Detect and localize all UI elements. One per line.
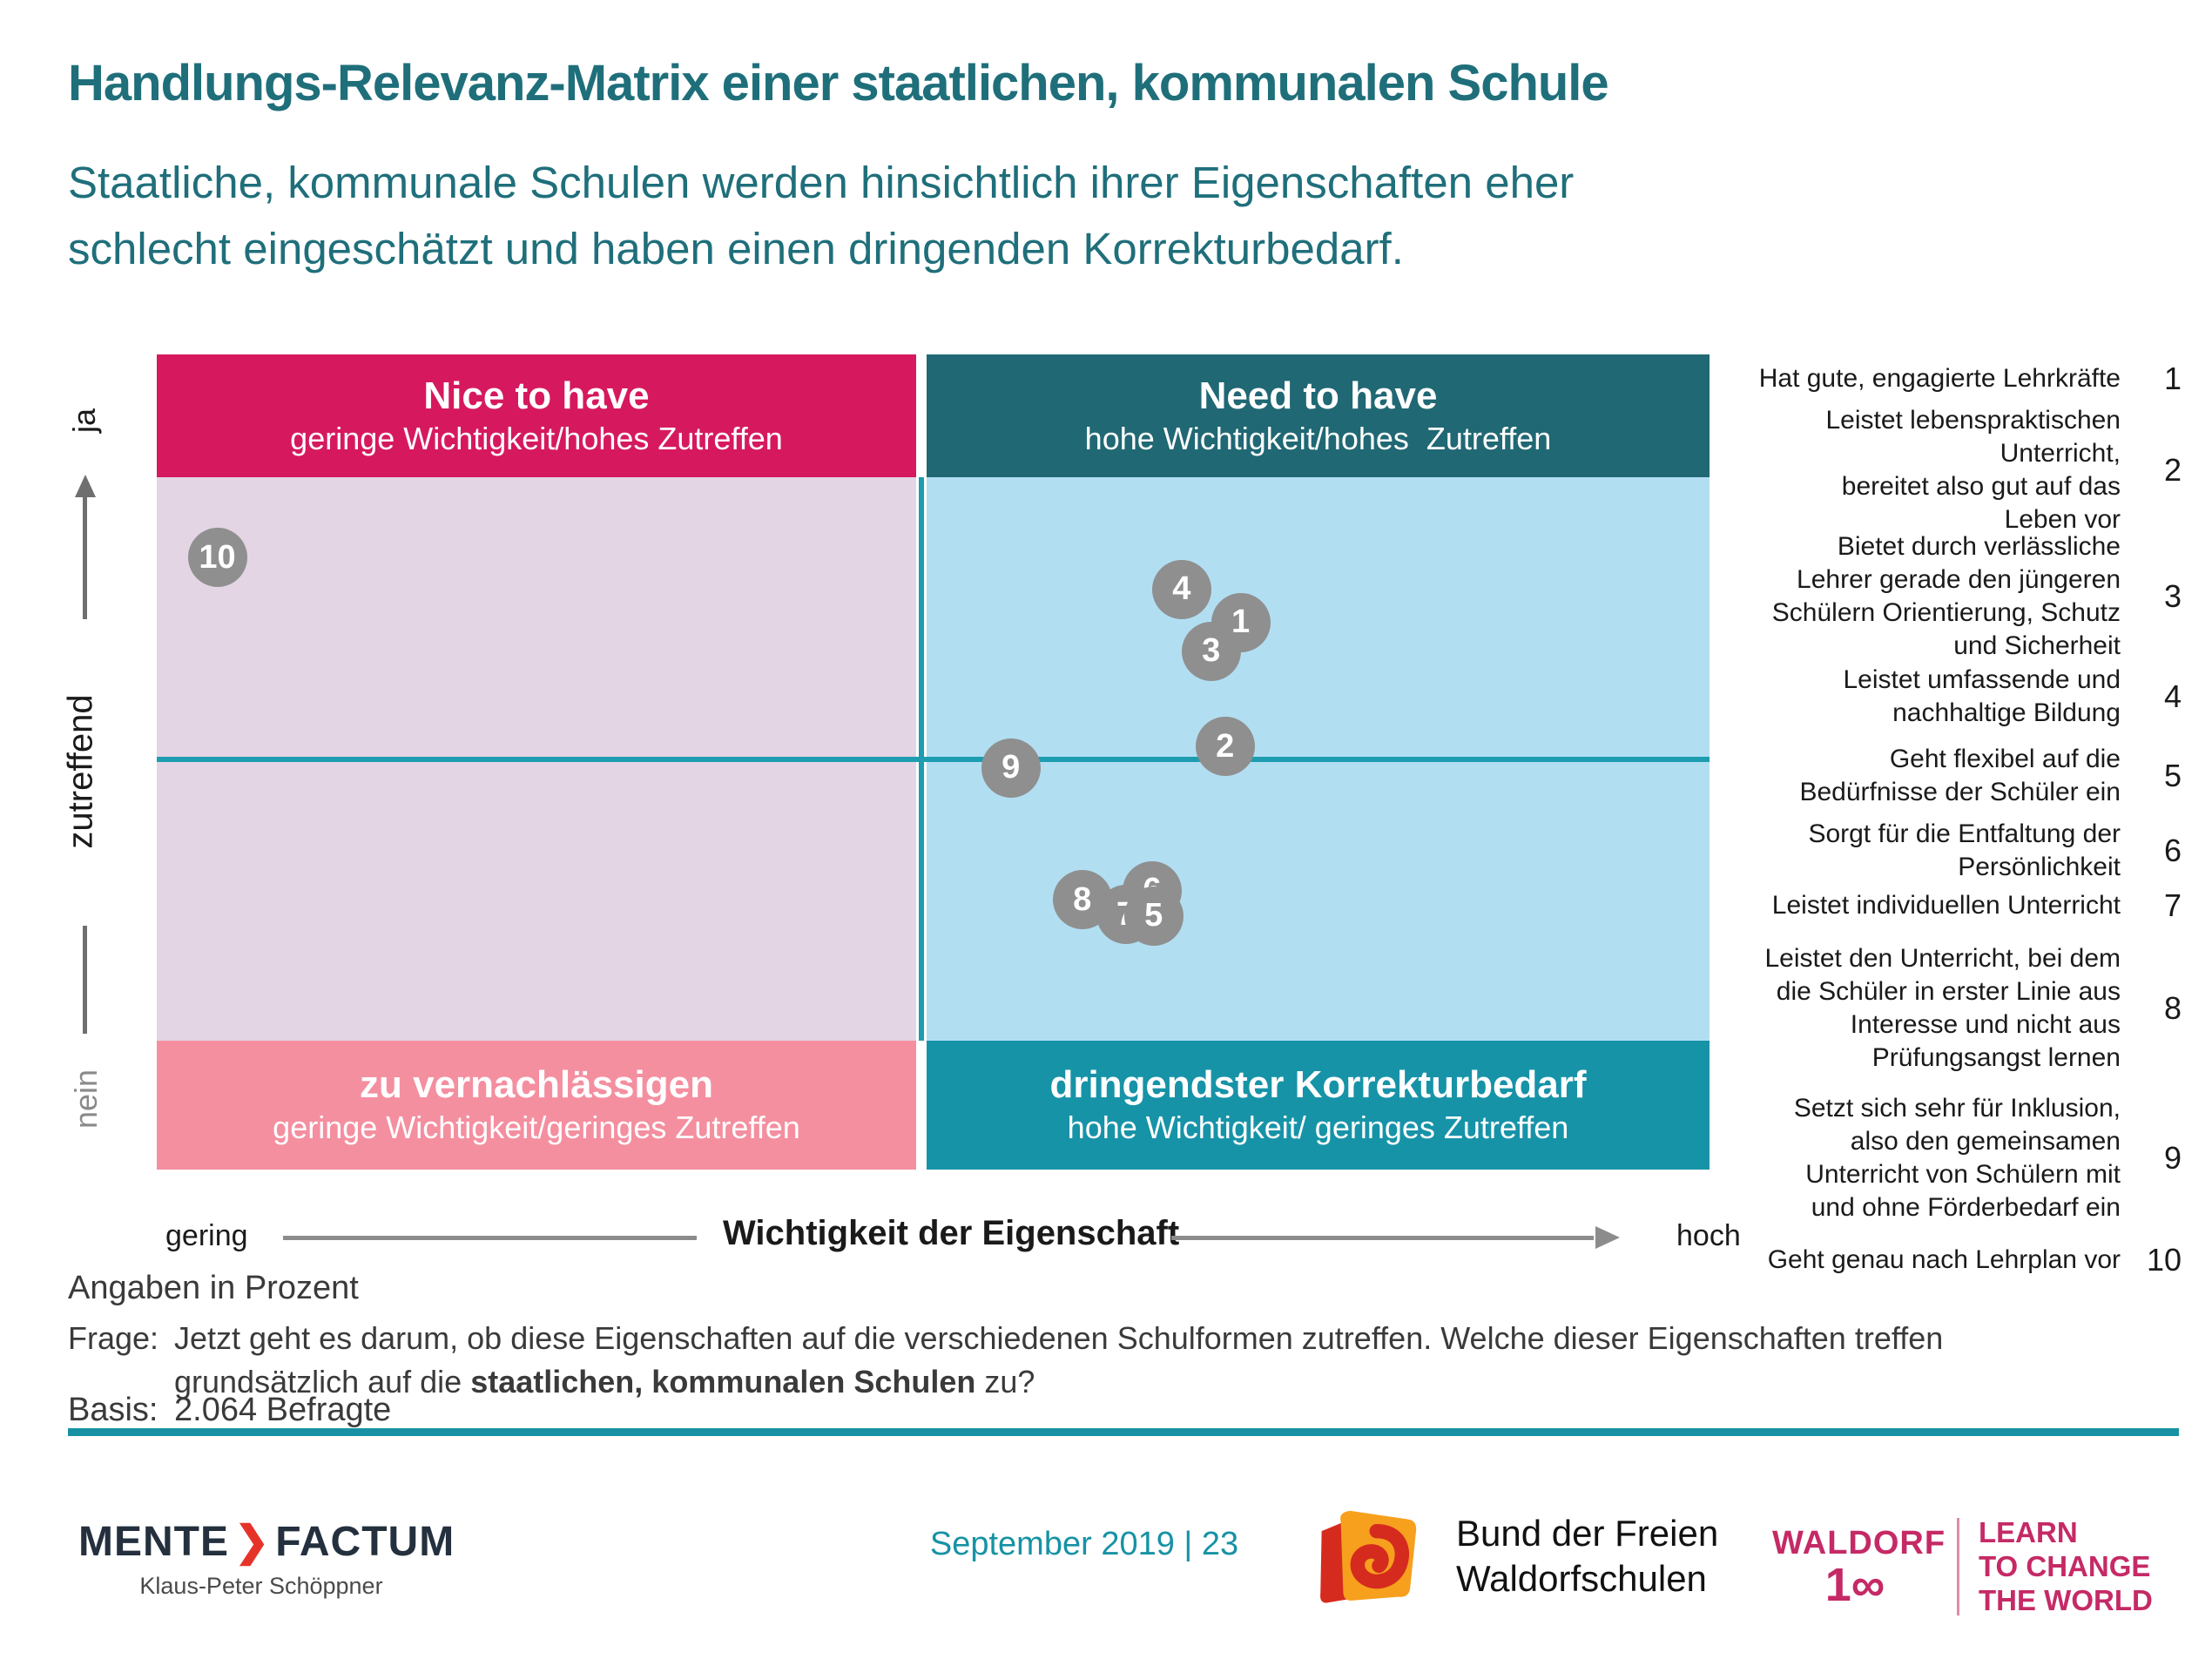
- legend-item-number: 7: [2163, 887, 2182, 923]
- chart-horizontal-midline: [157, 757, 1710, 762]
- waldorfschulen-logo: Bund der Freien Waldorfschulen: [1313, 1505, 1718, 1608]
- quadrant-subtitle: geringe Wichtigkeit/geringes Zutreffen: [273, 1109, 800, 1145]
- question-row: Frage: Jetzt geht es darum, ob diese Eig…: [68, 1317, 1943, 1404]
- page-title: Handlungs-Relevanz-Matrix einer staatlic…: [68, 55, 1609, 111]
- data-point-3: 3: [1181, 621, 1241, 681]
- quadrant-title: Need to have: [1198, 374, 1438, 417]
- legend-item: Leistet umfassende und nachhaltige Bildu…: [1723, 664, 2182, 730]
- legend-item: Hat gute, engagierte Lehrkräfte 1: [1723, 361, 2182, 397]
- legend-item: Leistet den Unterricht, bei dem die Schü…: [1723, 942, 2182, 1075]
- unit-note: Angaben in Prozent: [68, 1270, 359, 1306]
- legend-item-number: 8: [2163, 990, 2182, 1026]
- waldorf100-number: 1∞: [1824, 1559, 1885, 1611]
- waldorf100-logo: WALDORF 1∞ LEARN TO CHANGE THE WORLD: [1772, 1515, 2153, 1617]
- data-point-5: 5: [1123, 886, 1184, 946]
- page-subtitle: Staatliche, kommunale Schulen werden hin…: [68, 158, 1575, 273]
- brand-person: Klaus-Peter Schöppner: [139, 1573, 383, 1599]
- quadrant-subtitle: hohe Wichtigkeit/ geringes Zutreffen: [1067, 1109, 1569, 1145]
- legend-item: Setzt sich sehr für Inklusion, also den …: [1723, 1092, 2182, 1224]
- legend-item-text: Leistet lebenspraktischen Unterricht, be…: [1825, 406, 2121, 534]
- legend-item-number: 2: [2163, 452, 2182, 488]
- legend-item-number: 10: [2146, 1242, 2182, 1278]
- legend-item-text: Bietet durch verlässliche Lehrer gerade …: [1771, 532, 2121, 660]
- quadrant-title: Nice to have: [423, 374, 650, 417]
- legend-item: Geht genau nach Lehrplan vor 10: [1723, 1242, 2182, 1278]
- data-point-10: 10: [187, 528, 247, 588]
- quadrant-title: dringendster Korrekturbedarf: [1049, 1063, 1587, 1106]
- basis-row: Basis: 2.064 Befragte: [68, 1392, 391, 1429]
- waldorf100-mark: WALDORF 1∞: [1772, 1525, 1946, 1611]
- data-point-4: 4: [1151, 559, 1211, 619]
- y-axis-arrow-line: [83, 496, 87, 619]
- quadrant-header-zu-vernachlaessigen: zu vernachlässigen geringe Wichtigkeit/g…: [157, 1041, 916, 1170]
- waldorf100-tagline: LEARN TO CHANGE THE WORLD: [1979, 1516, 2153, 1616]
- legend-item-text: Hat gute, engagierte Lehrkräfte: [1758, 364, 2121, 393]
- mentefactum-chevron-icon: ❯: [234, 1519, 271, 1565]
- waldorf100-word: WALDORF: [1772, 1525, 1946, 1561]
- x-axis-arrow-icon: [1595, 1226, 1620, 1249]
- waldorfschulen-name: Bund der Freien Waldorfschulen: [1456, 1513, 1719, 1599]
- legend-item-number: 1: [2163, 361, 2182, 396]
- legend-item: Sorgt für die Entfaltung der Persönlichk…: [1723, 818, 2182, 884]
- x-axis-right-line: [1171, 1236, 1594, 1240]
- legend-item-text: Setzt sich sehr für Inklusion, also den …: [1793, 1094, 2121, 1222]
- question-text-before: Jetzt geht es darum, ob diese Eigenschaf…: [174, 1320, 1944, 1399]
- legend-item-text: Geht flexibel auf die Bedürfnisse der Sc…: [1799, 745, 2121, 806]
- x-axis-min-label: gering: [165, 1219, 248, 1252]
- x-axis-max-label: hoch: [1676, 1219, 1741, 1252]
- y-axis-title: zutreffend: [61, 694, 100, 849]
- legend-item-number: 9: [2163, 1140, 2182, 1176]
- y-axis-min-label: nein: [68, 1069, 104, 1130]
- question-text: Jetzt geht es darum, ob diese Eigenschaf…: [174, 1317, 1943, 1404]
- quadrant-header-nice-to-have: Nice to have geringe Wichtigkeit/hohes Z…: [157, 354, 916, 477]
- mentefactum-logo-left: MENTE: [78, 1519, 229, 1565]
- data-point-9: 9: [981, 738, 1041, 798]
- legend-item-text: Leistet den Unterricht, bei dem die Schü…: [1764, 944, 2121, 1072]
- legend-item: Geht flexibel auf die Bedürfnisse der Sc…: [1723, 743, 2182, 809]
- waldorf100-separator: [1957, 1517, 1959, 1615]
- legend-item-number: 3: [2163, 578, 2182, 614]
- legend-item: Leistet individuellen Unterricht 7: [1723, 887, 2182, 924]
- quadrant-header-korrekturbedarf: dringendster Korrekturbedarf hohe Wichti…: [927, 1041, 1710, 1170]
- legend-item: Bietet durch verlässliche Lehrer gerade …: [1723, 530, 2182, 663]
- legend-item-number: 5: [2163, 758, 2182, 793]
- quadrant-chart: Nice to have geringe Wichtigkeit/hohes Z…: [157, 354, 1710, 1170]
- basis-label: Basis:: [68, 1392, 158, 1428]
- chart-vertical-midline: [919, 477, 924, 1041]
- quadrant-subtitle: hohe Wichtigkeit/hohes Zutreffen: [1084, 420, 1552, 456]
- data-point-2: 2: [1195, 717, 1255, 777]
- question-label: Frage:: [68, 1320, 159, 1356]
- footer-divider-rule: [68, 1428, 2179, 1436]
- legend-item-text: Sorgt für die Entfaltung der Persönlichk…: [1808, 819, 2121, 881]
- mentefactum-logo: MENTE ❯ FACTUM: [78, 1517, 455, 1566]
- quadrant-title: zu vernachlässigen: [360, 1063, 713, 1106]
- legend-item: Leistet lebenspraktischen Unterricht, be…: [1723, 404, 2182, 536]
- y-axis-lower-line: [83, 926, 87, 1034]
- legend-item-number: 6: [2163, 833, 2182, 868]
- legend-item-text: Geht genau nach Lehrplan vor: [1767, 1245, 2121, 1274]
- legend: Hat gute, engagierte Lehrkräfte 1 Leiste…: [1723, 361, 2182, 1328]
- legend-item-text: Leistet umfassende und nachhaltige Bildu…: [1843, 665, 2121, 727]
- date-page-number: September 2019 | 23: [929, 1526, 1239, 1562]
- x-axis-left-line: [283, 1236, 697, 1240]
- y-axis-arrow-icon: [75, 475, 96, 497]
- question-text-bold: staatlichen, kommunalen Schulen: [470, 1364, 976, 1399]
- y-axis-max-label: ja: [66, 408, 102, 434]
- quadrant-subtitle: geringe Wichtigkeit/hohes Zutreffen: [290, 420, 783, 456]
- x-axis-title: Wichtigkeit der Eigenschaft: [723, 1214, 1180, 1252]
- legend-item-text: Leistet individuellen Unterricht: [1771, 891, 2121, 920]
- basis-value: 2.064 Befragte: [174, 1392, 392, 1428]
- mentefactum-logo-right: FACTUM: [275, 1519, 455, 1565]
- question-text-after: zu?: [975, 1364, 1035, 1399]
- waldorfschulen-icon: [1320, 1510, 1417, 1603]
- legend-item-number: 4: [2163, 678, 2182, 714]
- quadrant-header-need-to-have: Need to have hohe Wichtigkeit/hohes Zutr…: [927, 354, 1710, 477]
